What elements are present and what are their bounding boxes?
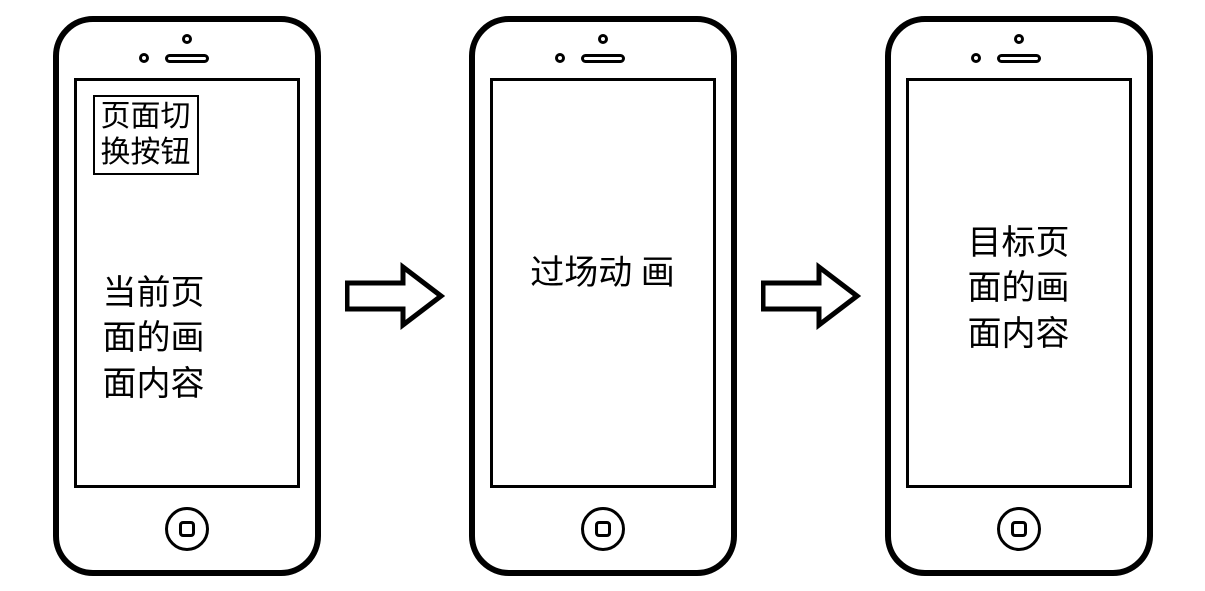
phone-transition: 过场动 画 bbox=[469, 16, 737, 576]
arrow-icon bbox=[345, 261, 445, 331]
home-button-square-icon bbox=[595, 521, 611, 537]
phone-screen: 目标页 面的画 面内容 bbox=[906, 78, 1132, 488]
arrow-icon bbox=[761, 261, 861, 331]
front-camera-icon bbox=[182, 34, 192, 44]
front-camera-icon bbox=[1014, 34, 1024, 44]
target-page-content-label: 目标页 面的画 面内容 bbox=[909, 221, 1129, 359]
phone-top-sensors bbox=[891, 22, 1147, 78]
phone-screen: 页面切 换按钮 当前页 面的画 面内容 bbox=[74, 78, 300, 488]
home-button-area bbox=[581, 488, 625, 570]
phone-screen: 过场动 画 bbox=[490, 78, 716, 488]
phone-current: 页面切 换按钮 当前页 面的画 面内容 bbox=[53, 16, 321, 576]
speaker-icon bbox=[581, 54, 625, 63]
current-page-content-label: 当前页 面的画 面内容 bbox=[103, 271, 205, 409]
phone-top-sensors bbox=[59, 22, 315, 78]
transition-animation-label: 过场动 画 bbox=[493, 251, 713, 297]
proximity-sensor-icon bbox=[139, 53, 149, 63]
home-button-area bbox=[997, 488, 1041, 570]
home-button-area bbox=[165, 488, 209, 570]
proximity-sensor-icon bbox=[555, 53, 565, 63]
home-button-icon bbox=[997, 507, 1041, 551]
home-button-icon bbox=[165, 507, 209, 551]
home-button-square-icon bbox=[179, 521, 195, 537]
home-button-icon bbox=[581, 507, 625, 551]
page-switch-button[interactable]: 页面切 换按钮 bbox=[93, 95, 199, 175]
home-button-square-icon bbox=[1011, 521, 1027, 537]
phone-target: 目标页 面的画 面内容 bbox=[885, 16, 1153, 576]
phone-top-sensors bbox=[475, 22, 731, 78]
front-camera-icon bbox=[598, 34, 608, 44]
proximity-sensor-icon bbox=[971, 53, 981, 63]
speaker-icon bbox=[165, 54, 209, 63]
speaker-icon bbox=[997, 54, 1041, 63]
page-transition-diagram: 页面切 换按钮 当前页 面的画 面内容 过场动 画 bbox=[53, 16, 1153, 576]
